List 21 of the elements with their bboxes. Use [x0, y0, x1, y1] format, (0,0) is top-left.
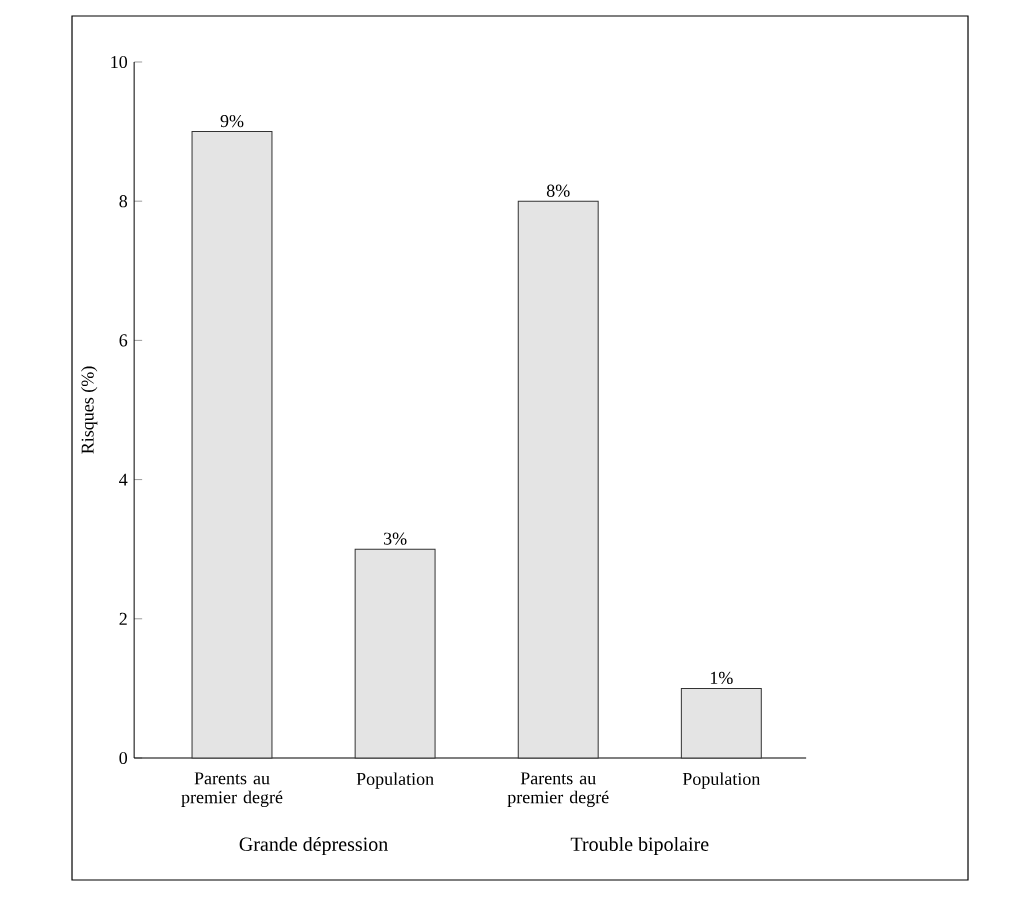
bar: [191, 131, 273, 759]
y-tick-label: 8: [119, 195, 128, 208]
data-label: 9%: [220, 114, 244, 128]
y-tick-label: 2: [119, 612, 127, 625]
text: Trouble bipolaire: [570, 836, 709, 856]
bar: [680, 687, 762, 759]
x-tick-label: Parents au premier degré: [181, 772, 283, 808]
y-tick-label: 6: [119, 334, 128, 347]
text: Grande dépression: [239, 836, 388, 856]
y-tick-label: 10: [111, 55, 128, 69]
data-label: 1%: [710, 671, 733, 684]
y-tick-label: 0: [119, 751, 128, 765]
data-label: 3%: [383, 532, 407, 545]
y-tick-label: 4: [119, 473, 128, 486]
x-tick-label: Population: [356, 772, 434, 789]
x-tick-label: Parents au premier degré: [507, 772, 609, 808]
bar: [517, 200, 599, 759]
y-axis-title: Risques (%): [81, 366, 98, 454]
x-tick-label: Population: [682, 772, 761, 789]
bar: [354, 548, 436, 759]
data-label: 8%: [546, 184, 570, 197]
